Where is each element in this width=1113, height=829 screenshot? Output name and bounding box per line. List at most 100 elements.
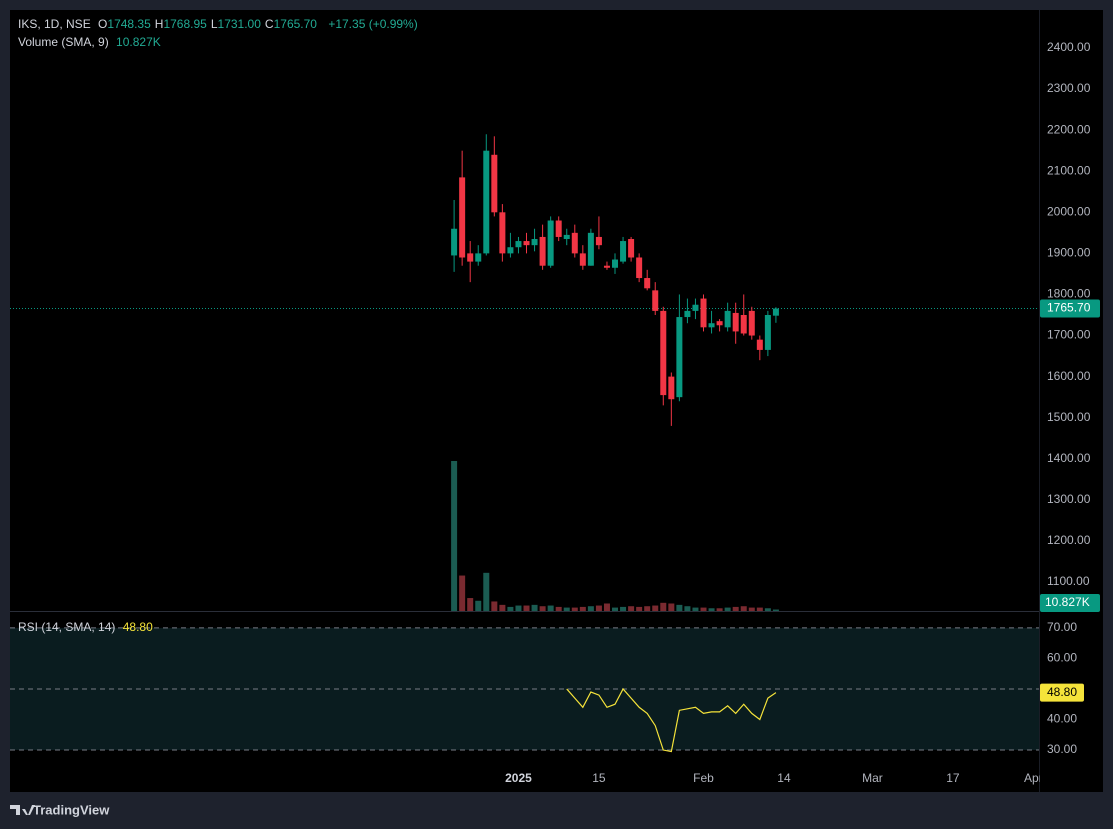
y-tick-label: 1900.00 [1047, 246, 1091, 260]
candle-body [612, 259, 619, 268]
volume-bar [708, 608, 715, 611]
candle-body [708, 323, 715, 328]
candle-body [628, 239, 635, 258]
rsi-tick-label: 60.00 [1047, 651, 1077, 665]
volume-bar [531, 604, 538, 611]
rsi-badge [1040, 683, 1084, 702]
volume-bar [451, 461, 458, 611]
last-price-badge [1040, 299, 1100, 318]
ohlc: O1748.35 H1768.95 L1731.00 C1765.70 [98, 17, 321, 31]
x-tick-label: 2025 [505, 771, 532, 785]
volume-bar [636, 606, 643, 611]
candle-body [547, 220, 554, 266]
candle-body [531, 239, 538, 246]
volume-bar [507, 606, 514, 611]
volume-bar [579, 606, 586, 611]
volume-bar [595, 605, 602, 611]
volume-bar [563, 607, 570, 611]
ohlc-label: H [154, 17, 164, 31]
volume-bar [628, 606, 635, 611]
volume-bar [684, 606, 691, 611]
volume-bar [475, 600, 482, 611]
y-tick-label: 2100.00 [1047, 163, 1091, 177]
volume-bar [748, 607, 755, 611]
rsi-line [566, 687, 777, 753]
candle-body [772, 308, 779, 316]
candle-body [732, 312, 739, 332]
rsi-value: 48.80 [122, 620, 153, 634]
candle-body [700, 298, 707, 328]
x-tick-label: 15 [592, 771, 606, 785]
candle-body [636, 257, 643, 279]
candle-body [571, 232, 578, 254]
x-tick-label: Mar [862, 771, 883, 785]
volume-bar [515, 605, 522, 611]
candle-body [724, 310, 731, 328]
candle-body [595, 236, 602, 246]
candle-body [684, 310, 691, 318]
volume-badge-label: 10.827K [1045, 595, 1090, 609]
y-tick-label: 1400.00 [1047, 451, 1091, 465]
volume-badge [1040, 594, 1100, 612]
volume-bar [756, 607, 763, 611]
volume-bar [612, 607, 619, 611]
volume-bar [587, 606, 594, 611]
rsi-tick-label: 30.00 [1047, 742, 1077, 756]
x-tick-label: 17 [946, 771, 960, 785]
rsi-badge-label: 48.80 [1047, 685, 1077, 699]
volume-bar [539, 606, 546, 611]
candle-body [475, 253, 482, 262]
y-tick-label: 1200.00 [1047, 533, 1091, 547]
ohlc-label: C [264, 17, 274, 31]
volume-bar [571, 607, 578, 611]
candle-body [764, 314, 771, 350]
volume-bar [467, 598, 474, 611]
ohlc-label: O [98, 17, 108, 31]
rsi-legend: RSI (14, SMA, 14) 48.80 [18, 620, 157, 634]
y-tick-label: 1100.00 [1047, 574, 1090, 588]
volume-bar [555, 606, 562, 611]
volume-bar [676, 604, 683, 611]
volume-value: 10.827K [116, 35, 161, 49]
y-tick-label: 1300.00 [1047, 492, 1091, 506]
volume-bar [764, 608, 771, 611]
volume-bar [603, 603, 610, 611]
volume-bar [668, 603, 675, 611]
volume-bar [491, 601, 498, 611]
ohlc-value: 1731.00 [217, 17, 261, 31]
candle-body [660, 310, 667, 396]
volume-bar [644, 606, 651, 611]
volume-bar [772, 609, 779, 611]
candle-body [644, 278, 651, 289]
volume-bar [700, 607, 707, 611]
x-tick-label: Feb [693, 771, 714, 785]
y-tick-label: 1500.00 [1047, 410, 1091, 424]
y-tick-label: 2300.00 [1047, 81, 1091, 95]
candle-body [507, 247, 514, 254]
candle-body [668, 376, 675, 400]
rsi-tick-label: 40.00 [1047, 712, 1077, 726]
candle-body [620, 241, 627, 262]
y-tick-label: 1800.00 [1047, 287, 1091, 301]
volume-name: Volume (SMA, 9) [18, 35, 109, 49]
candle-body [555, 220, 562, 237]
x-tick-label: 14 [777, 771, 791, 785]
candle-body [467, 253, 474, 262]
volume-legend: Volume (SMA, 9) 10.827K [18, 35, 165, 49]
change: +17.35 (+0.99%) [328, 17, 418, 31]
candle-body [652, 290, 659, 311]
candle-body [451, 228, 458, 256]
volume-bar [660, 602, 667, 611]
y-tick-label: 1700.00 [1047, 328, 1091, 342]
logo [10, 805, 35, 815]
rsi-tick-label: 70.00 [1047, 620, 1077, 634]
symbol-legend: IKS, 1D, NSE O1748.35 H1768.95 L1731.00 C17… [18, 17, 422, 31]
ohlc-label: L [210, 17, 218, 31]
candle-body [692, 304, 699, 311]
ohlc-value: 1768.95 [163, 17, 207, 31]
candle-body [579, 253, 586, 266]
candle-body [748, 310, 755, 336]
volume-bar [716, 608, 723, 611]
